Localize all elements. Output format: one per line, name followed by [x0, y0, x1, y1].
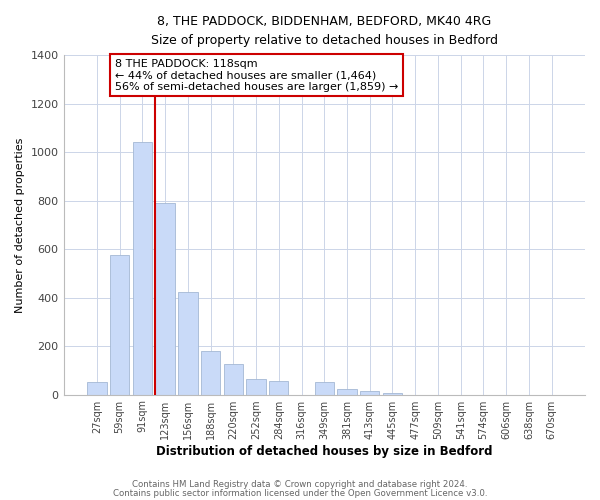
- Bar: [110, 255, 130, 394]
- Text: Contains HM Land Registry data © Crown copyright and database right 2024.: Contains HM Land Registry data © Crown c…: [132, 480, 468, 489]
- Bar: [155, 203, 175, 394]
- Bar: [201, 351, 220, 395]
- Title: 8, THE PADDOCK, BIDDENHAM, BEDFORD, MK40 4RG
Size of property relative to detach: 8, THE PADDOCK, BIDDENHAM, BEDFORD, MK40…: [151, 15, 498, 47]
- Y-axis label: Number of detached properties: Number of detached properties: [15, 137, 25, 312]
- Bar: [247, 379, 266, 394]
- Text: Contains public sector information licensed under the Open Government Licence v3: Contains public sector information licen…: [113, 490, 487, 498]
- X-axis label: Distribution of detached houses by size in Bedford: Distribution of detached houses by size …: [156, 444, 493, 458]
- Bar: [133, 142, 152, 394]
- Bar: [87, 382, 107, 394]
- Bar: [360, 391, 379, 394]
- Bar: [269, 381, 289, 394]
- Bar: [178, 292, 197, 395]
- Bar: [224, 364, 243, 394]
- Text: 8 THE PADDOCK: 118sqm
← 44% of detached houses are smaller (1,464)
56% of semi-d: 8 THE PADDOCK: 118sqm ← 44% of detached …: [115, 58, 398, 92]
- Bar: [314, 382, 334, 394]
- Bar: [337, 388, 356, 394]
